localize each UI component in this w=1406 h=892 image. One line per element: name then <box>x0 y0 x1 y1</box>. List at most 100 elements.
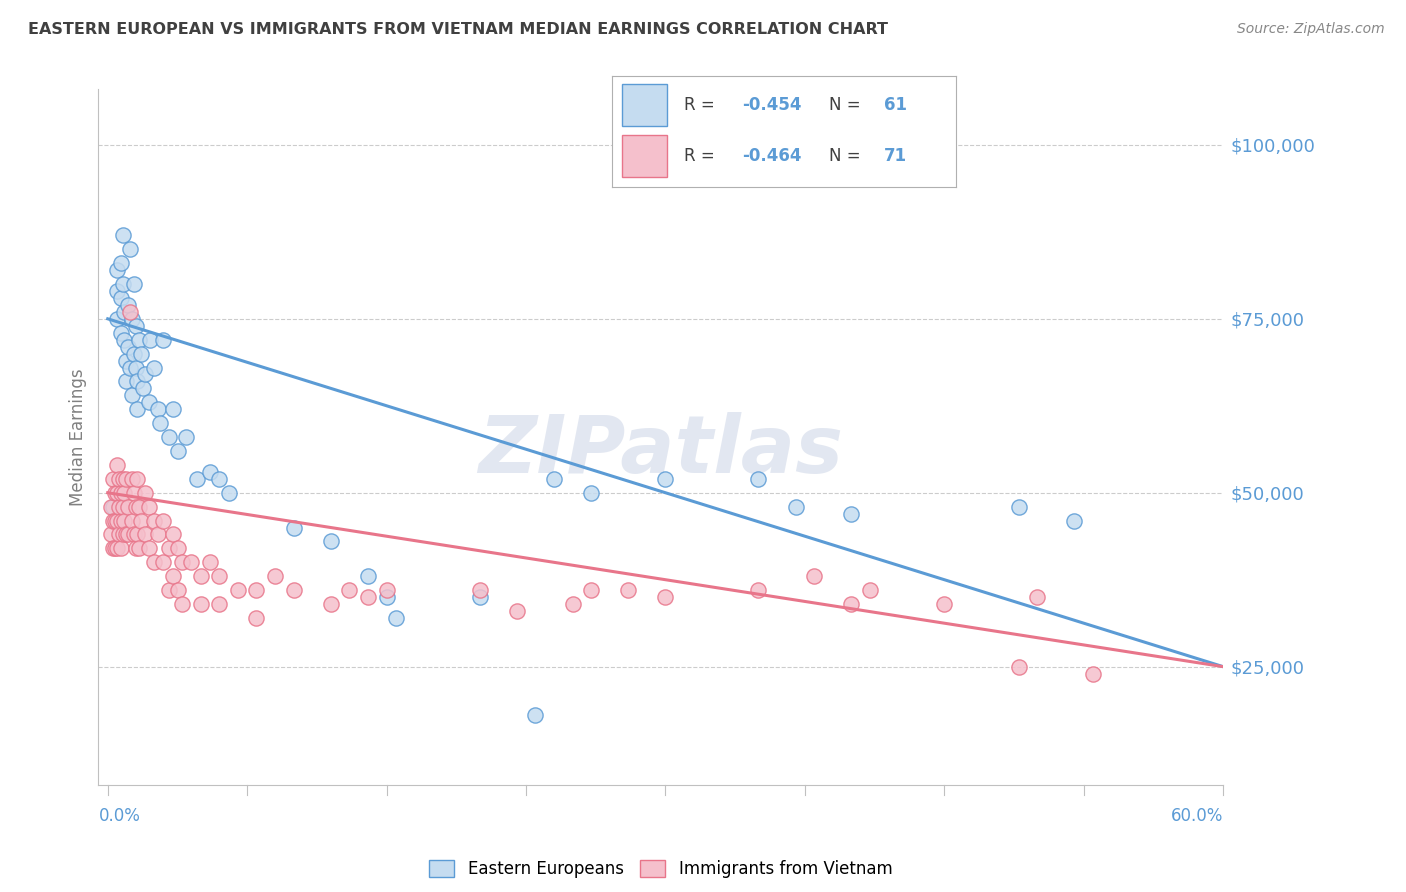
Point <box>118 242 141 256</box>
Point <box>108 472 131 486</box>
Point <box>127 402 149 417</box>
Point <box>110 256 132 270</box>
Point <box>105 541 128 556</box>
Point <box>654 472 676 486</box>
Point <box>283 520 305 534</box>
Point <box>134 527 156 541</box>
Point <box>122 485 145 500</box>
Point <box>111 527 134 541</box>
Point <box>121 472 143 486</box>
Point <box>934 597 956 611</box>
Point <box>283 583 305 598</box>
Point <box>385 611 408 625</box>
Point <box>198 465 221 479</box>
Point <box>245 583 267 598</box>
Point <box>100 500 122 514</box>
Point <box>117 527 139 541</box>
Point <box>122 527 145 541</box>
Point <box>124 318 146 333</box>
Point <box>226 583 249 598</box>
Point <box>186 472 208 486</box>
Point <box>208 597 231 611</box>
Point <box>124 500 146 514</box>
Point <box>138 395 160 409</box>
Text: 60.0%: 60.0% <box>1171 807 1223 825</box>
Point <box>579 485 602 500</box>
Point <box>105 458 128 472</box>
Point <box>110 514 132 528</box>
Point <box>111 277 134 291</box>
Point <box>111 228 134 243</box>
Point <box>110 541 132 556</box>
Point <box>127 527 149 541</box>
Text: EASTERN EUROPEAN VS IMMIGRANTS FROM VIETNAM MEDIAN EARNINGS CORRELATION CHART: EASTERN EUROPEAN VS IMMIGRANTS FROM VIET… <box>28 22 889 37</box>
Point <box>162 402 184 417</box>
Point <box>111 500 134 514</box>
Point <box>110 326 132 340</box>
Point <box>152 333 174 347</box>
Point <box>747 583 769 598</box>
Text: -0.464: -0.464 <box>742 147 801 165</box>
Point <box>747 472 769 486</box>
Point <box>146 527 169 541</box>
Point <box>143 555 166 569</box>
Point <box>138 541 160 556</box>
Point <box>208 569 231 583</box>
Point <box>218 485 240 500</box>
Point <box>1026 590 1049 604</box>
Bar <box>621 84 666 126</box>
Point <box>128 333 150 347</box>
Point <box>122 277 145 291</box>
Text: 61: 61 <box>884 95 907 114</box>
Legend: Eastern Europeans, Immigrants from Vietnam: Eastern Europeans, Immigrants from Vietn… <box>423 853 898 885</box>
Point <box>162 569 184 583</box>
Point <box>1008 659 1031 673</box>
Point <box>180 555 202 569</box>
Point <box>543 472 565 486</box>
Point <box>114 333 136 347</box>
Point <box>167 444 190 458</box>
Point <box>121 514 143 528</box>
Point <box>524 708 547 723</box>
Point <box>1008 500 1031 514</box>
Point <box>506 604 529 618</box>
Point <box>103 541 125 556</box>
Point <box>117 500 139 514</box>
Point <box>105 311 128 326</box>
Point <box>245 611 267 625</box>
Point <box>132 381 155 395</box>
Point <box>357 569 380 583</box>
Point <box>128 500 150 514</box>
Point <box>375 590 398 604</box>
Point <box>167 541 190 556</box>
Point <box>654 590 676 604</box>
Point <box>104 541 127 556</box>
Point <box>561 597 583 611</box>
Point <box>174 430 197 444</box>
Point <box>319 534 342 549</box>
Point <box>117 340 139 354</box>
Text: R =: R = <box>683 147 720 165</box>
Point <box>149 416 172 430</box>
Point <box>103 514 125 528</box>
Point <box>803 569 825 583</box>
Point <box>617 583 640 598</box>
Point <box>100 527 122 541</box>
Point <box>115 353 138 368</box>
Point <box>1081 666 1104 681</box>
Point <box>190 569 212 583</box>
Text: 71: 71 <box>884 147 907 165</box>
Point <box>157 541 180 556</box>
Point <box>859 583 882 598</box>
Point <box>115 527 138 541</box>
Text: 0.0%: 0.0% <box>98 807 141 825</box>
Point <box>468 590 491 604</box>
Point <box>1063 514 1085 528</box>
Point <box>111 472 134 486</box>
Point <box>121 311 143 326</box>
Text: R =: R = <box>683 95 720 114</box>
Point <box>152 555 174 569</box>
Point <box>579 583 602 598</box>
Point <box>115 472 138 486</box>
Point <box>128 541 150 556</box>
